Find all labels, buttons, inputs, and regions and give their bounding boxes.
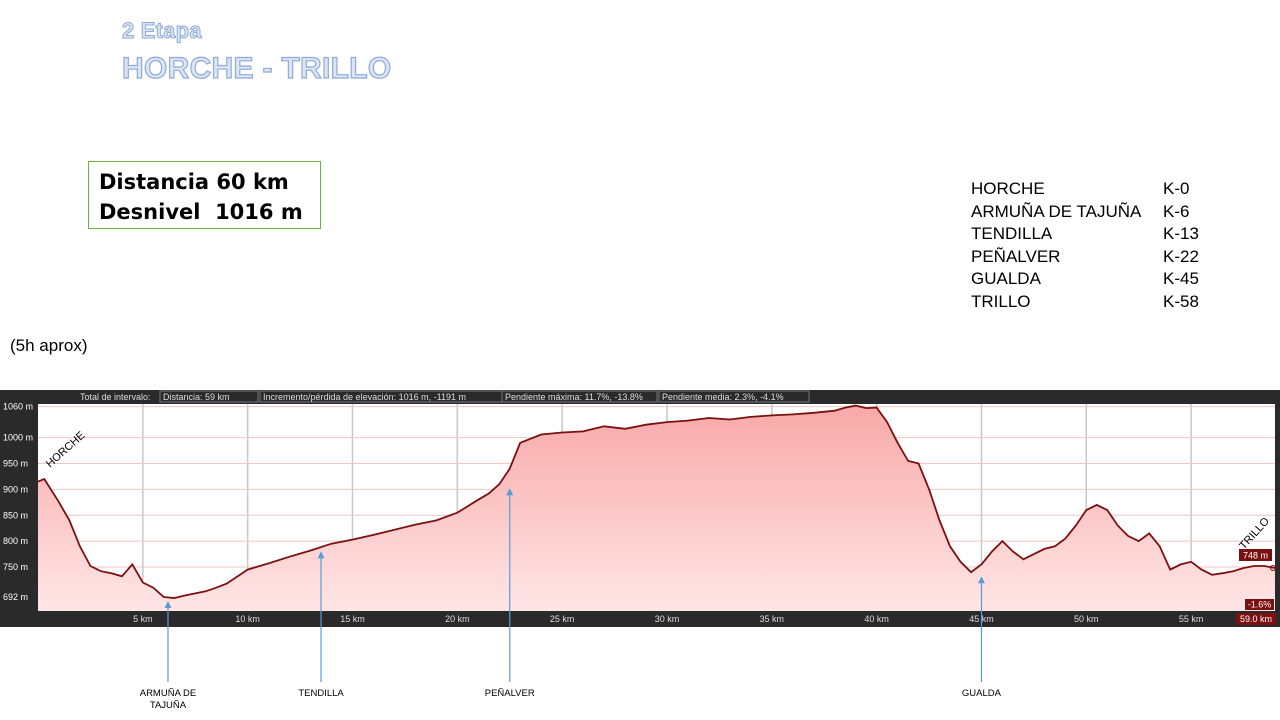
current-distance: 59.0 km <box>1240 614 1272 624</box>
town-row: ARMUÑA DE TAJUÑA K-6 <box>971 201 1199 224</box>
y-tick-label: 800 m <box>3 536 28 546</box>
elevation-area <box>38 405 1275 611</box>
current-elevation: 748 m <box>1243 551 1268 561</box>
stage-number: 2 Etapa <box>122 18 202 44</box>
town-name: TRILLO <box>971 291 1031 311</box>
marker-arrow-head <box>506 488 514 496</box>
x-tick-label: 20 km <box>445 614 470 624</box>
marker-arrow-head <box>317 551 325 559</box>
marker-label: ARMUÑA DE <box>140 688 196 699</box>
header-avg-slope: Pendiente media: 2.3%, -4.1% <box>662 392 784 402</box>
town-name: ARMUÑA DE TAJUÑA <box>971 201 1142 221</box>
x-tick-label: 55 km <box>1179 614 1204 624</box>
x-tick-label: 5 km <box>133 614 153 624</box>
x-tick-label: 40 km <box>864 614 889 624</box>
header-distance: Distancia: 59 km <box>163 392 230 402</box>
town-km: K-58 <box>1163 291 1199 311</box>
town-row: HORCHE K-0 <box>971 178 1199 201</box>
distance-stat: Distancia 60 km <box>99 170 289 194</box>
stage-title: HORCHE - TRILLO <box>121 51 392 85</box>
x-tick-label: 35 km <box>760 614 785 624</box>
marker-arrow-head <box>977 576 985 584</box>
marker-label: TAJUÑA <box>150 700 187 711</box>
y-tick-label: 950 m <box>3 459 28 469</box>
header-distance-box <box>159 390 259 403</box>
elevation-line <box>37 404 1276 600</box>
header-avg-slope-box <box>658 390 810 403</box>
towns-table: HORCHE K-0 ARMUÑA DE TAJUÑA K-6 TENDILLA K-… <box>971 178 1199 313</box>
x-tick-label: 30 km <box>655 614 680 624</box>
y-axis-ticks: 1060 m 1000 m 950 m 900 m 850 m 800 m 750 m 692… <box>3 402 33 602</box>
marker-label: TENDILLA <box>298 688 344 699</box>
current-slope-badge <box>1245 599 1274 610</box>
town-km: K-0 <box>1163 179 1190 198</box>
x-tick-label: 15 km <box>340 614 365 624</box>
y-tick-label: 900 m <box>3 484 28 494</box>
current-slope: -1.6% <box>1248 600 1272 610</box>
town-row: GUALDA K-45 <box>971 268 1199 291</box>
header-max-slope: Pendiente máxima: 11.7%, -13.8% <box>505 392 643 402</box>
y-tick-label: 692 m <box>3 592 28 602</box>
header-label: Total de intervalo: <box>80 392 151 402</box>
town-name: PEÑALVER <box>971 246 1061 266</box>
marker-label: GUALDA <box>962 688 1002 699</box>
x-tick-label: 25 km <box>550 614 575 624</box>
town-name: TENDILLA <box>971 224 1053 243</box>
town-row: PEÑALVER K-22 <box>971 246 1199 269</box>
current-distance-badge <box>1236 613 1276 625</box>
y-tick-label: 750 m <box>3 562 28 572</box>
header-elevation-change: Incremento/pérdida de elevación: 1016 m,… <box>263 392 466 402</box>
town-row: TRILLO K-58 <box>971 291 1199 314</box>
town-row: TENDILLA K-13 <box>971 223 1199 246</box>
elevation-profile-chart: 1060 m 1000 m 950 m 900 m 850 m 800 m 750 m 692… <box>0 390 1280 711</box>
stats-box: Distancia 60 km Desnivel 1016 m <box>88 161 321 229</box>
x-tick-label: 10 km <box>235 614 260 624</box>
y-tick-label: 1060 m <box>3 402 33 412</box>
y-tick-label: 850 m <box>3 510 28 520</box>
town-km: K-45 <box>1163 269 1199 288</box>
current-elevation-badge <box>1239 549 1272 561</box>
town-name: HORCHE <box>971 179 1045 198</box>
y-tick-label: 1000 m <box>3 433 33 443</box>
header-max-slope-box <box>501 390 658 403</box>
elevation-stat: Desnivel 1016 m <box>99 200 303 224</box>
town-name: GUALDA <box>971 269 1041 288</box>
town-km: K-22 <box>1163 246 1199 266</box>
duration-note: (5h aprox) <box>10 336 88 355</box>
town-km: K-13 <box>1163 224 1199 243</box>
town-km: K-6 <box>1163 201 1190 221</box>
x-tick-label: 50 km <box>1074 614 1099 624</box>
current-position-dot <box>1270 565 1276 572</box>
chart-header: Total de intervalo: Distancia: 59 km Incre… <box>80 390 810 403</box>
marker-arrow-head <box>164 601 172 609</box>
marker-label: PEÑALVER <box>485 688 535 699</box>
